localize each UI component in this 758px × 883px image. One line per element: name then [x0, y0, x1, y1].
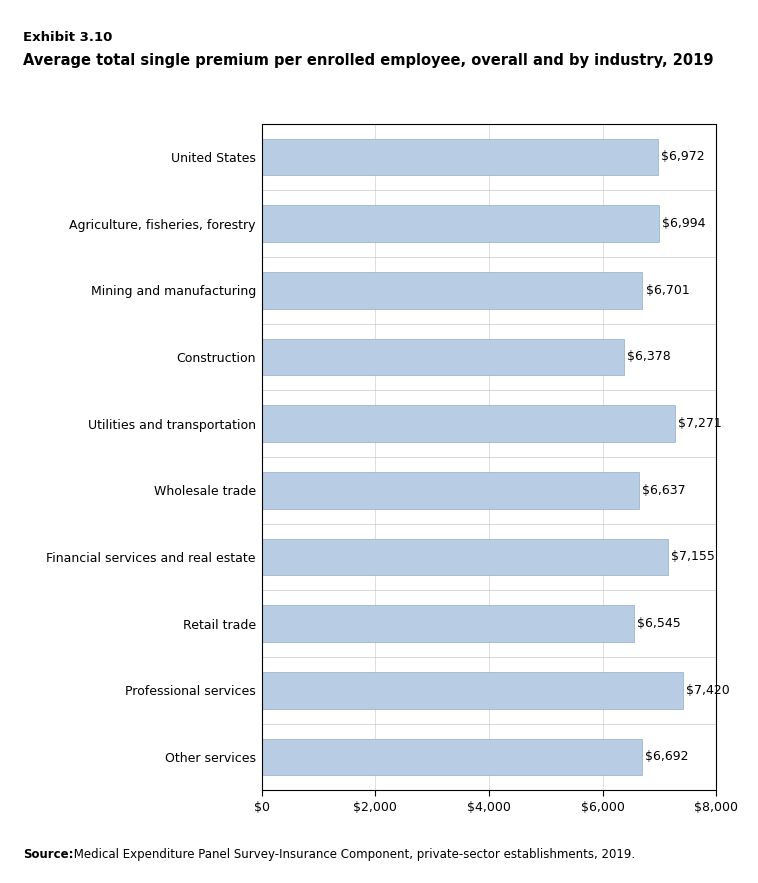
Text: Exhibit 3.10: Exhibit 3.10: [23, 31, 112, 44]
Bar: [262, 539, 669, 576]
Text: $7,420: $7,420: [687, 683, 730, 697]
Text: $6,701: $6,701: [646, 283, 689, 297]
Bar: [262, 139, 658, 176]
Text: $6,378: $6,378: [627, 351, 671, 364]
Bar: [262, 205, 659, 242]
Text: $6,545: $6,545: [637, 617, 681, 630]
Text: $6,637: $6,637: [642, 484, 685, 497]
Text: $7,155: $7,155: [672, 550, 716, 563]
Text: Medical Expenditure Panel Survey-Insurance Component, private-sector establishme: Medical Expenditure Panel Survey-Insuran…: [70, 848, 635, 861]
Text: $6,994: $6,994: [662, 217, 706, 230]
Bar: [262, 272, 643, 309]
Bar: [262, 405, 675, 442]
Text: $6,972: $6,972: [661, 150, 705, 163]
Text: $6,692: $6,692: [645, 751, 688, 764]
Bar: [262, 472, 639, 509]
Bar: [262, 672, 684, 709]
Text: Average total single premium per enrolled employee, overall and by industry, 201: Average total single premium per enrolle…: [23, 53, 713, 68]
Text: $7,271: $7,271: [678, 417, 722, 430]
Bar: [262, 738, 642, 775]
Text: Source:: Source:: [23, 848, 74, 861]
Bar: [262, 338, 624, 375]
Bar: [262, 605, 634, 642]
